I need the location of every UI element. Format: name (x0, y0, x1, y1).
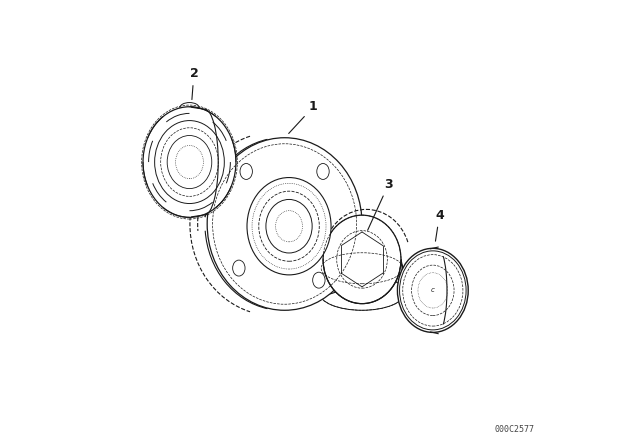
Ellipse shape (143, 107, 236, 217)
Text: 1: 1 (289, 100, 317, 134)
Text: 3: 3 (367, 178, 393, 230)
Ellipse shape (282, 202, 362, 295)
Text: 000C2577: 000C2577 (495, 425, 534, 434)
Ellipse shape (167, 135, 212, 189)
Ellipse shape (321, 253, 403, 284)
Ellipse shape (207, 138, 362, 310)
Ellipse shape (319, 275, 405, 310)
Ellipse shape (323, 215, 401, 304)
Text: 4: 4 (435, 209, 444, 241)
Ellipse shape (155, 121, 225, 203)
Ellipse shape (397, 248, 468, 332)
Text: 2: 2 (189, 67, 198, 99)
Ellipse shape (266, 199, 312, 253)
Ellipse shape (247, 177, 331, 275)
Text: c: c (431, 287, 435, 293)
